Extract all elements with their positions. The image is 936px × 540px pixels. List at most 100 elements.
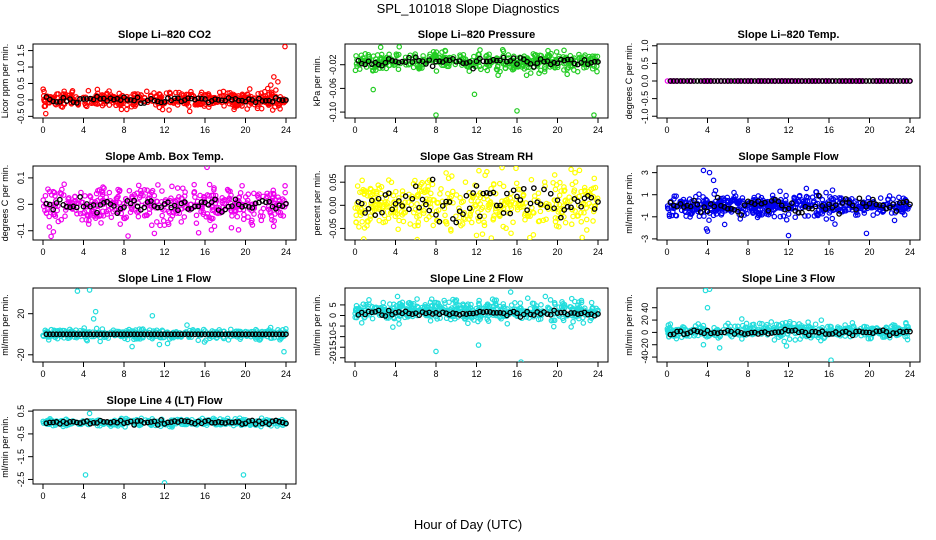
daily-point [42,110,49,117]
daily-point [239,182,245,189]
daily-point [499,166,505,171]
daily-point [484,316,491,322]
daily-point [421,207,427,214]
mean-point [396,198,402,204]
mean-point [497,309,503,316]
daily-point [249,222,256,228]
daily-point [490,303,497,310]
daily-point [270,187,277,194]
daily-point [215,205,222,211]
daily-point [796,193,803,200]
mean-point [470,65,476,72]
mean-point [799,328,805,335]
daily-point [124,336,131,343]
daily-point [182,189,188,195]
mean-point [225,331,232,338]
daily-point [360,236,367,240]
mean-point [365,308,372,315]
daily-point [393,188,399,195]
daily-point [174,185,181,191]
mean-point [684,202,691,209]
mean-point [90,96,97,103]
mean-point [249,331,256,338]
daily-point [823,189,829,196]
daily-point [783,192,789,199]
mean-point [43,331,50,338]
daily-point [101,98,108,105]
mean-point [252,200,259,207]
mean-point [87,331,94,338]
daily-point [46,188,53,195]
panel-title: Slope Li–820 Pressure [418,29,535,41]
mean-point [819,78,826,84]
daily-point [792,214,799,221]
daily-point [568,221,575,228]
outlier-point [261,88,268,95]
daily-point [571,189,577,195]
mean-point [97,331,104,338]
x-tick-label: 20 [552,125,562,135]
daily-point [135,213,142,220]
daily-point [819,196,826,203]
daily-point [667,321,674,327]
daily-point [370,67,376,73]
mean-point [591,58,598,65]
daily-point [143,88,150,95]
mean-point [718,78,724,84]
x-tick-label: 0 [40,247,45,257]
daily-point [396,303,403,310]
mean-point [222,331,229,338]
daily-point [267,191,274,197]
mean-point [84,201,90,207]
mean-point [259,98,266,104]
mean-point [114,210,121,217]
daily-point [353,212,360,219]
y-tick-label: 0.0 [640,75,650,88]
mean-point [785,327,792,334]
mean-point [839,78,846,84]
mean-point [100,200,107,206]
mean-point [812,78,819,84]
daily-point [376,217,383,224]
mean-point [768,78,775,84]
mean-point [816,78,822,84]
mean-point [412,183,419,190]
mean-point [574,198,581,205]
outlier-point [394,293,401,300]
mean-point [168,331,175,338]
daily-point [525,213,531,219]
mean-point [574,311,581,318]
x-tick-label: 16 [200,369,210,379]
mean-point [903,78,910,84]
mean-point [900,329,907,336]
daily-point [748,206,754,212]
mean-point [701,78,707,84]
daily-point [552,197,558,204]
mean-point [104,331,110,338]
daily-point [701,213,707,219]
daily-point [594,308,601,314]
daily-point [575,212,582,219]
mean-point [466,58,473,65]
mean-point [219,331,225,338]
panel-title: Slope Sample Flow [738,151,839,163]
daily-point [514,206,521,213]
daily-point [443,219,450,225]
mean-point [809,328,815,335]
mean-point [60,331,67,338]
daily-point [578,299,585,306]
mean-point [674,328,680,335]
daily-point [561,47,567,54]
daily-point [550,323,557,330]
daily-point [524,295,531,301]
daily-point [568,166,574,173]
mean-point [185,95,191,102]
daily-point [697,201,703,208]
mean-point [436,218,443,225]
mean-point [839,200,846,206]
mean-point [778,202,785,209]
x-tick-label: 20 [864,369,874,379]
mean-point [785,205,792,212]
mean-point [70,331,77,338]
daily-point [206,181,213,188]
